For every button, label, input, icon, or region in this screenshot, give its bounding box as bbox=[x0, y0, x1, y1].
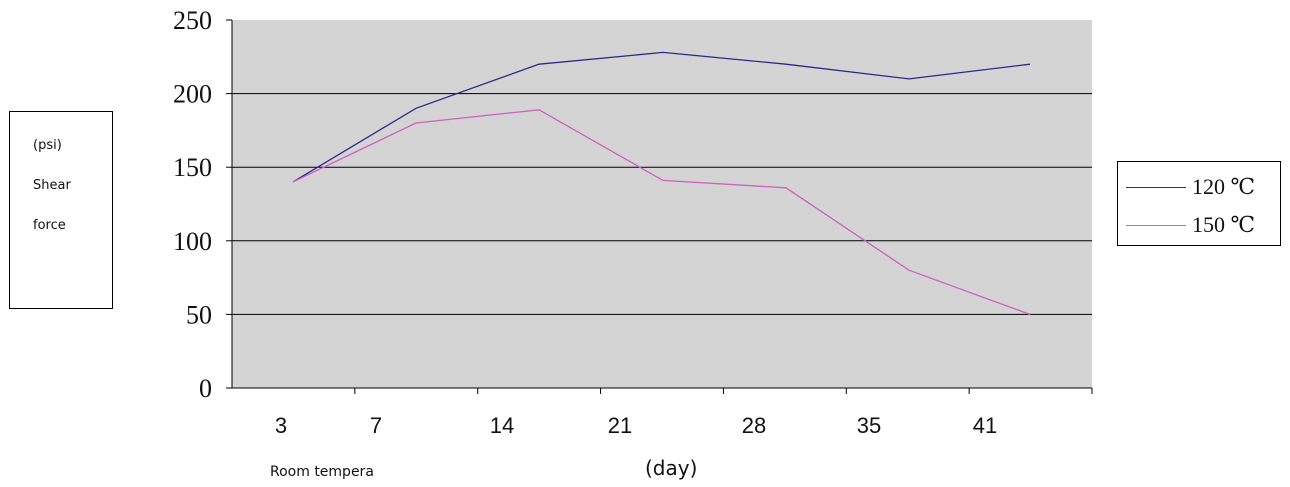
y-axis-label-line-2: Shear bbox=[33, 178, 71, 193]
legend-swatch-120 bbox=[1126, 186, 1186, 188]
legend-label-120: 120 ℃ bbox=[1192, 174, 1256, 199]
y-tick-label-200: 200 bbox=[173, 80, 212, 109]
x-tick-label-7: 7 bbox=[370, 413, 382, 438]
axes bbox=[226, 19, 1093, 394]
y-tick-labels: 0 50 100 150 200 250 bbox=[173, 6, 212, 403]
y-axis-label-line-3: force bbox=[33, 218, 66, 233]
legend-swatch-150 bbox=[1126, 224, 1186, 226]
y-tick-label-250: 250 bbox=[173, 6, 212, 35]
legend-label-150: 150 ℃ bbox=[1192, 212, 1256, 237]
series-line-150 bbox=[292, 109, 1031, 316]
y-axis-label-box: (psi) Shear force bbox=[9, 111, 113, 309]
legend: 120 ℃ 150 ℃ bbox=[1117, 161, 1281, 246]
y-tick-label-100: 100 bbox=[173, 227, 212, 256]
x-tick-label-35: 35 bbox=[857, 413, 881, 438]
x-tick-label-21: 21 bbox=[608, 413, 632, 438]
y-tick-label-50: 50 bbox=[186, 300, 212, 329]
legend-item-150: 150 ℃ bbox=[1126, 210, 1255, 240]
gridlines bbox=[232, 93, 1092, 315]
x-tick-label-14: 14 bbox=[490, 413, 514, 438]
y-tick-label-150: 150 bbox=[173, 153, 212, 182]
plot-area bbox=[232, 20, 1092, 388]
x-axis-label-room: Room tempera bbox=[270, 464, 374, 480]
y-axis-label-unit: (psi) bbox=[33, 138, 62, 153]
x-axis-label-day: (day) bbox=[645, 456, 698, 480]
x-tick-labels: 3 7 14 21 28 35 41 bbox=[275, 413, 997, 438]
x-tick-label-3: 3 bbox=[275, 413, 287, 438]
legend-item-120: 120 ℃ bbox=[1126, 172, 1255, 202]
series-lines bbox=[292, 51, 1031, 316]
y-tick-label-0: 0 bbox=[199, 374, 212, 403]
x-tick-label-28: 28 bbox=[742, 413, 766, 438]
series-line-120 bbox=[292, 51, 1031, 183]
x-tick-label-41: 41 bbox=[973, 413, 997, 438]
